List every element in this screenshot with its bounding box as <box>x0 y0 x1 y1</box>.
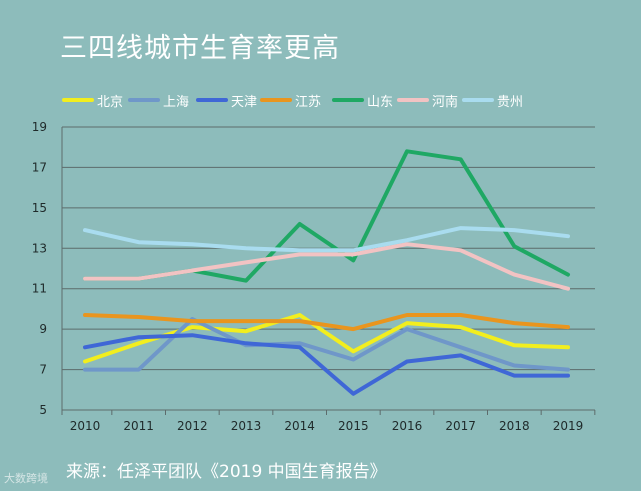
legend-label: 贵州 <box>497 94 524 110</box>
x-axis-labels: 2010 2011 2012 2013 2014 2015 2016 2017 2018 2019 <box>70 419 584 433</box>
y-tick-label: 13 <box>32 241 47 255</box>
y-axis-labels: 5 7 9 11 13 15 17 19 <box>32 120 47 417</box>
legend-swatch <box>196 98 228 102</box>
x-tick-label: 2015 <box>338 419 369 433</box>
x-tick-label: 2011 <box>123 419 154 433</box>
x-tick-label: 2010 <box>70 419 101 433</box>
y-tick-label: 5 <box>39 403 47 417</box>
watermark: 大数跨境 <box>4 472 48 485</box>
legend-swatch <box>397 98 429 102</box>
x-tick-label: 2017 <box>445 419 476 433</box>
legend-item: 江苏 <box>260 90 321 110</box>
source-note: 来源：任泽平团队《2019 中国生育报告》 <box>66 462 387 482</box>
legend-swatch <box>332 98 364 102</box>
y-tick-label: 15 <box>32 201 47 215</box>
x-tick-label: 2014 <box>284 419 315 433</box>
legend-label: 山东 <box>367 94 394 110</box>
y-tick-label: 17 <box>32 160 47 174</box>
series-line-2 <box>83 333 570 396</box>
x-tick-label: 2019 <box>553 419 584 433</box>
y-tick-label: 11 <box>32 282 47 296</box>
legend-item: 山东 <box>332 90 393 110</box>
series-line-3 <box>83 313 570 332</box>
legend-swatch <box>128 98 160 102</box>
legend-item: 贵州 <box>462 90 523 110</box>
x-tick-label: 2013 <box>231 419 262 433</box>
series-line-1 <box>83 317 570 372</box>
legend-item: 河南 <box>397 90 458 110</box>
legend-item: 天津 <box>196 90 257 110</box>
x-tick-label: 2016 <box>392 419 423 433</box>
legend-label: 北京 <box>97 94 124 110</box>
legend-label: 河南 <box>432 94 459 110</box>
y-tick-label: 19 <box>32 120 47 134</box>
x-tick-label: 2012 <box>177 419 208 433</box>
legend-swatch <box>260 98 292 102</box>
legend-label: 天津 <box>231 94 258 110</box>
gridlines <box>61 126 596 415</box>
legend-label: 上海 <box>163 94 190 110</box>
legend-label: 江苏 <box>295 94 322 110</box>
legend-swatch <box>62 98 94 102</box>
series-line-4 <box>83 149 570 283</box>
legend-item: 北京 <box>62 90 123 110</box>
chart-title: 三四线城市生育率更高 <box>60 33 340 64</box>
legend-item: 上海 <box>128 90 189 110</box>
series-line-5 <box>83 242 570 291</box>
legend-swatch <box>462 98 494 102</box>
series-lines <box>83 149 570 396</box>
y-tick-label: 7 <box>39 363 47 377</box>
y-tick-label: 9 <box>39 322 47 336</box>
series-line-6 <box>83 226 570 253</box>
x-tick-label: 2018 <box>499 419 530 433</box>
